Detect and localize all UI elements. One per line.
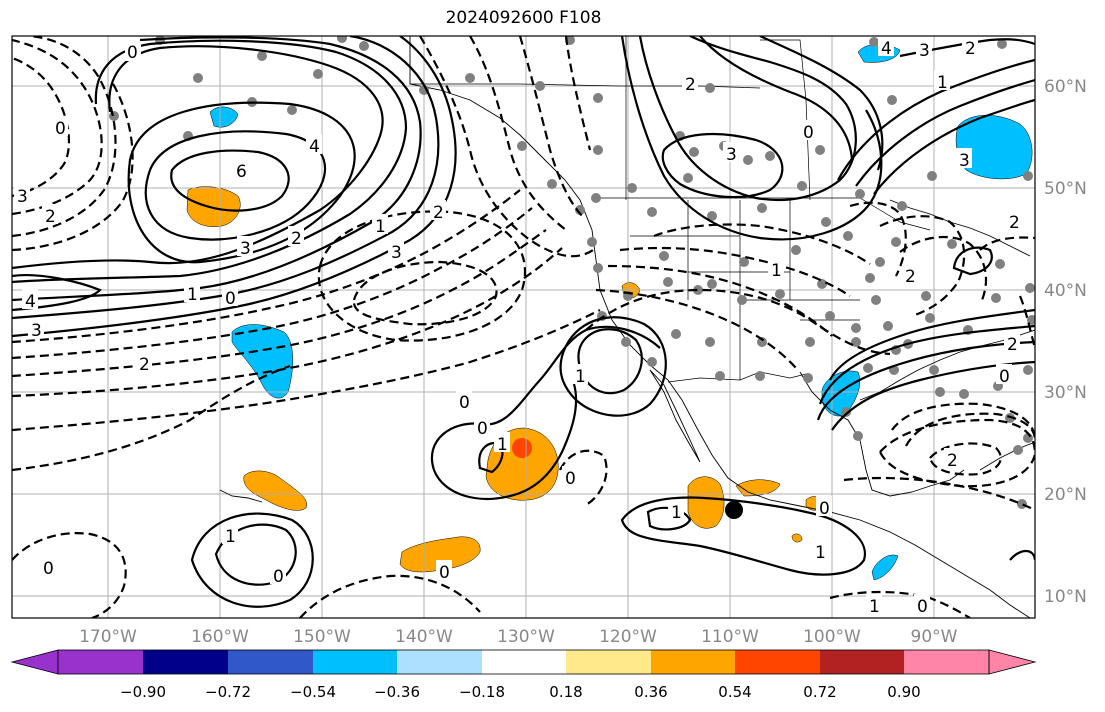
contour-label: 0 <box>273 567 284 587</box>
lat-label: 30°N <box>1044 383 1087 403</box>
contour-label: 2 <box>965 39 976 59</box>
contour-label: 0 <box>565 469 576 489</box>
colorbar-tick-label: 0.36 <box>634 683 667 701</box>
contour-label: 0 <box>43 559 54 579</box>
contour-label: 0 <box>917 597 928 617</box>
positive-contours <box>12 36 1035 608</box>
contour-label: 1 <box>225 527 236 547</box>
contour-label: 0 <box>459 393 470 413</box>
contour-label: 1 <box>671 503 682 523</box>
contour-label: 0 <box>55 119 66 139</box>
lon-label: 170°W <box>79 627 137 647</box>
contour-label: 2 <box>139 355 150 375</box>
contour-label: 2 <box>685 75 696 95</box>
lon-label: 100°W <box>803 627 861 647</box>
contour-label: 3 <box>959 151 970 171</box>
contour-label: 1 <box>375 217 386 237</box>
latitude-labels: 60°N 50°N 40°N 30°N 20°N 10°N <box>1044 77 1087 607</box>
contour-label: 2 <box>1009 213 1020 233</box>
contour-label: 4 <box>309 137 320 157</box>
lon-label: 130°W <box>497 627 555 647</box>
contour-label: 1 <box>937 73 948 93</box>
lat-label: 20°N <box>1044 485 1087 505</box>
colorbar-segment <box>228 650 313 674</box>
contour-label: 0 <box>803 123 814 143</box>
contour-label: 3 <box>240 239 251 259</box>
colorbar-min-arrow <box>10 649 59 675</box>
contour-label: 2 <box>1007 335 1018 355</box>
contour-label: 0 <box>225 289 236 309</box>
colorbar-tick-label: 0.18 <box>549 683 582 701</box>
lon-label: 140°W <box>395 627 453 647</box>
contour-label: 1 <box>187 285 198 305</box>
coastlines <box>219 36 1035 618</box>
map-title: 2024092600 F108 <box>445 8 602 28</box>
lat-label: 10°N <box>1044 587 1087 607</box>
colorbar-segment <box>820 650 904 674</box>
colorbar-segment <box>143 650 228 674</box>
contour-label: 4 <box>25 292 36 312</box>
colorbar-tick-label: −0.18 <box>459 683 505 701</box>
contour-label: 1 <box>575 367 586 387</box>
contour-label: 4 <box>881 39 892 59</box>
contour-label: 6 <box>236 162 247 182</box>
colorbar-segment <box>651 650 735 674</box>
contour-label: 2 <box>45 207 56 227</box>
storm-center-marker <box>725 501 743 519</box>
lat-label: 50°N <box>1044 179 1087 199</box>
lon-label: 90°W <box>911 627 958 647</box>
contour-label: 1 <box>815 543 826 563</box>
contour-label: 3 <box>17 187 28 207</box>
colorbar-segment <box>566 650 651 674</box>
contour-label: 2 <box>433 203 444 223</box>
contour-label: 1 <box>771 261 782 281</box>
lat-label: 40°N <box>1044 281 1087 301</box>
colorbar-segment <box>482 650 566 674</box>
contour-label: 3 <box>726 145 737 165</box>
contour-label: 1 <box>497 435 508 455</box>
colorbar-tick-label: −0.90 <box>120 683 166 701</box>
colorbar-segment <box>313 650 397 674</box>
colorbar-segment <box>735 650 820 674</box>
colorbar-tick-label: −0.36 <box>374 683 420 701</box>
contour-label: 0 <box>477 419 488 439</box>
contour-label: 1 <box>869 597 880 617</box>
colorbar-segment <box>904 650 989 674</box>
colorbar-tick-label: −0.72 <box>205 683 251 701</box>
negative-contours <box>12 36 1035 618</box>
contour-label: 0 <box>819 499 830 519</box>
colorbar-segment <box>397 650 482 674</box>
colorbar: −0.90 −0.72 −0.54 −0.36 −0.18 0.18 0.36 … <box>10 649 1037 701</box>
colorbar-tick-label: 0.90 <box>887 683 920 701</box>
contour-label: 2 <box>947 451 958 471</box>
contour-label: 3 <box>919 41 930 61</box>
contour-label: 3 <box>31 321 42 341</box>
map-frame <box>11 35 1036 619</box>
lon-label: 150°W <box>293 627 351 647</box>
contour-labels: 0 4 6 3 2 1 0 2 3 2 0 3 4 3 2 1 2 1 0 3 … <box>14 36 1022 617</box>
colorbar-segment <box>58 650 143 674</box>
map-background <box>12 36 1035 618</box>
colorbar-tick-label: 0.54 <box>718 683 751 701</box>
lat-label: 60°N <box>1044 77 1087 97</box>
contour-label: 2 <box>905 267 916 287</box>
contour-label: 0 <box>439 563 450 583</box>
colorbar-max-arrow <box>988 649 1037 675</box>
contour-label: 3 <box>391 243 402 263</box>
colorbar-tick-label: −0.54 <box>290 683 336 701</box>
colorbar-tick-label: 0.72 <box>803 683 836 701</box>
lon-label: 120°W <box>599 627 657 647</box>
contour-label: 0 <box>999 367 1010 387</box>
lon-label: 160°W <box>191 627 249 647</box>
longitude-labels: 170°W 160°W 150°W 140°W 130°W 120°W 110°… <box>79 627 958 647</box>
contour-label: 0 <box>127 43 138 63</box>
contour-label: 2 <box>291 229 302 249</box>
lon-label: 110°W <box>701 627 759 647</box>
